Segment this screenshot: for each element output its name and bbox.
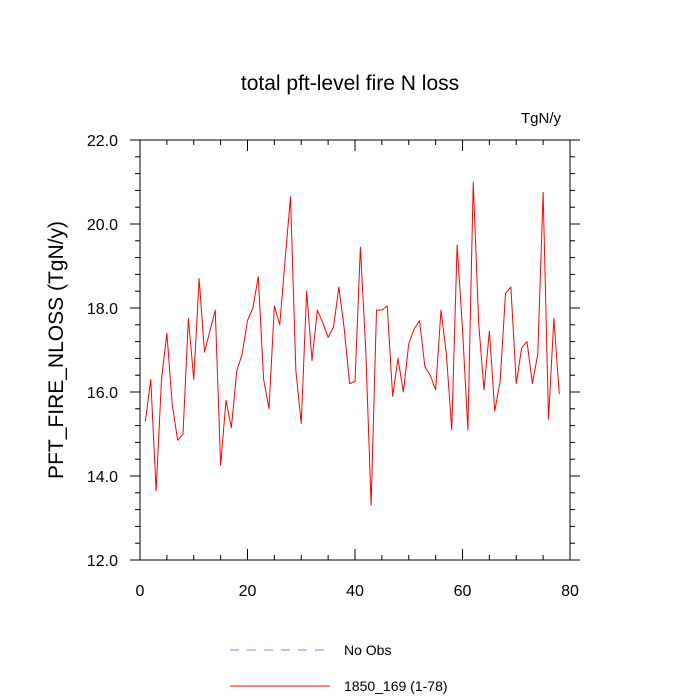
series-line bbox=[144, 181, 560, 506]
chart-title: total pft-level fire N loss bbox=[241, 72, 459, 95]
y-tick-label: 20.0 bbox=[87, 217, 118, 234]
axis-ticks: 0 20 40 60 80 12.0 14.0 16.0 18.0 20.0 22.0 bbox=[87, 133, 580, 600]
x-tick-label: 80 bbox=[561, 583, 579, 600]
y-axis-label: PFT_FIRE_NLOSS (TgN/y) bbox=[45, 221, 68, 479]
legend-label: No Obs bbox=[344, 642, 391, 658]
y-tick-label: 18.0 bbox=[87, 301, 118, 318]
x-tick-label: 0 bbox=[136, 583, 145, 600]
y-tick-label: 14.0 bbox=[87, 469, 118, 486]
legend-label: 1850_169 (1-78) bbox=[344, 678, 448, 694]
x-tick-label: 20 bbox=[239, 583, 257, 600]
x-tick-label: 60 bbox=[454, 583, 472, 600]
y-tick-label: 16.0 bbox=[87, 385, 118, 402]
x-tick-label: 40 bbox=[346, 583, 364, 600]
units-label: TgN/y bbox=[521, 110, 562, 127]
series-lines bbox=[144, 181, 560, 506]
y-tick-label: 22.0 bbox=[87, 133, 118, 150]
legend: No Obs 1850_169 (1-78) bbox=[230, 642, 448, 694]
y-tick-label: 12.0 bbox=[87, 553, 118, 570]
y-axis-label-group: PFT_FIRE_NLOSS (TgN/y) bbox=[45, 221, 68, 479]
